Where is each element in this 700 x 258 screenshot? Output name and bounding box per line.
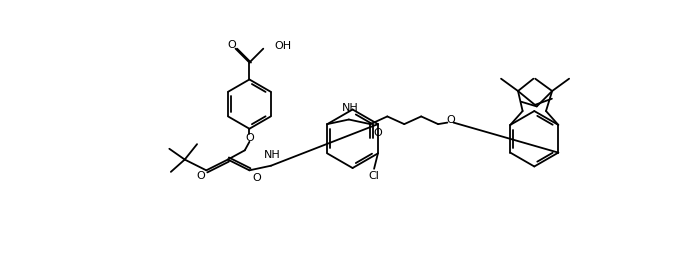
- Text: O: O: [245, 133, 254, 143]
- Text: O: O: [446, 115, 455, 125]
- Text: O: O: [374, 128, 382, 138]
- Text: O: O: [253, 173, 261, 183]
- Text: O: O: [197, 172, 205, 181]
- Text: NH: NH: [264, 150, 281, 159]
- Text: OH: OH: [275, 41, 292, 51]
- Text: NH: NH: [342, 103, 358, 113]
- Text: Cl: Cl: [369, 172, 379, 181]
- Text: O: O: [228, 40, 236, 50]
